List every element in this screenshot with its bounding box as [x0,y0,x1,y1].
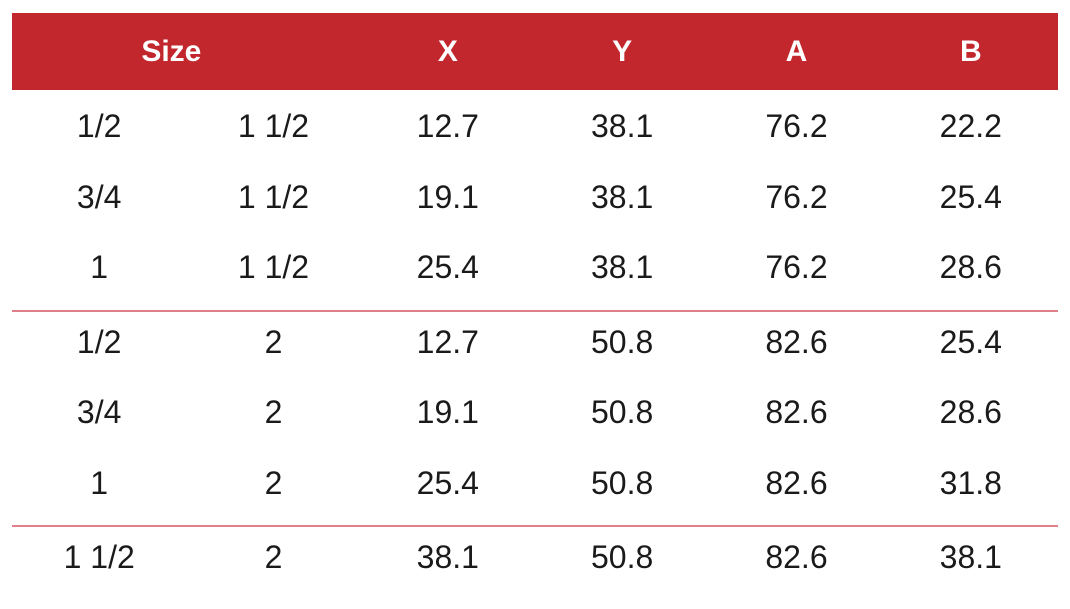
table-cell: 1 1/2 [237,108,310,144]
table-cell: 50.8 [591,394,654,430]
table-cell: 12.7 [416,323,479,360]
table-cell: 3/4 [76,394,122,430]
table-cell: 12.7 [416,108,479,144]
table-cell: 31.8 [939,464,1002,501]
header-cell: Size [141,35,202,68]
table-cell: 38.1 [591,108,654,144]
table-cell: 1/2 [76,108,122,144]
table-cell: 2 [264,464,283,501]
table-cell: 1 1/2 [237,178,310,215]
table-cell: 22.2 [939,108,1002,144]
header-cell: X [437,35,458,68]
table-cell: 2 [264,323,283,360]
table-cell: 2 [264,539,283,575]
table-cell: 50.8 [591,539,654,575]
table-cell: 1 1/2 [63,539,135,575]
table-cell: 38.1 [591,249,654,285]
table-cell: 76.2 [765,249,828,285]
table-cell: 25.4 [939,178,1002,215]
table-cell: 28.6 [939,249,1002,285]
header-cell: A [785,35,808,68]
table-cell: 1 [90,464,109,501]
table-cell: 82.6 [765,539,828,575]
table-cell: 1 1/2 [237,249,310,285]
table-cell: 82.6 [765,464,828,501]
table-cell: 28.6 [939,394,1002,430]
table-cell: 25.4 [939,323,1002,360]
group-separator [12,309,1058,312]
table-cell: 2 [264,394,283,430]
table-cell: 1/2 [76,323,122,360]
table-cell: 38.1 [416,539,479,575]
table-cell: 38.1 [939,539,1002,575]
table-cell: 38.1 [591,178,654,215]
table-cell: 3/4 [76,178,122,215]
table-cell: 1 [90,249,109,285]
table-cell: 25.4 [416,249,479,285]
header-bar [12,13,1058,90]
header-cell: Y [612,35,633,68]
table-cell: 82.6 [765,323,828,360]
table-cell: 76.2 [765,178,828,215]
table-cell: 76.2 [765,108,828,144]
group-separator [12,525,1058,527]
header-cell: B [959,35,982,68]
table-cell: 82.6 [765,394,828,430]
table-cell: 50.8 [591,323,654,360]
table-cell: 50.8 [591,464,654,501]
table-cell: 25.4 [416,464,479,501]
table-cell: 19.1 [416,394,479,430]
table-cell: 19.1 [416,178,479,215]
